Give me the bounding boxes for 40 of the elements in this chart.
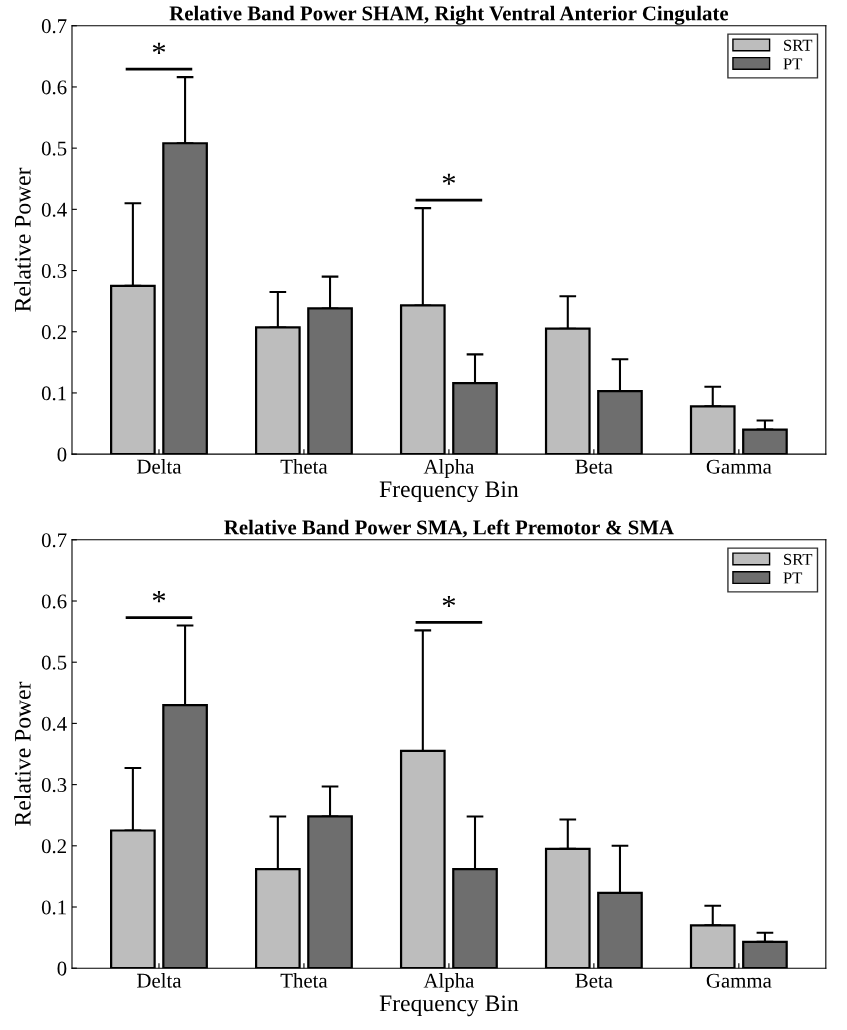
annotation: *	[442, 173, 456, 185]
x-tick-label: Delta	[137, 459, 182, 474]
chart-title: Relative Band Power SHAM, Right Ventral Anterior Cingulate	[169, 5, 729, 25]
y-tick-label: 0.3	[41, 263, 67, 279]
x-axis-title: Frequency Bin	[379, 481, 519, 503]
y-tick-label: 0.1	[41, 386, 66, 401]
x-tick-label: Alpha	[423, 459, 475, 478]
y-tick-label: 0.1	[41, 900, 66, 915]
y-tick-label: 0.5	[41, 655, 67, 670]
legend-label: PT	[783, 58, 803, 70]
y-axis-title: Relative Power	[14, 681, 31, 826]
y-tick-label: 0	[57, 447, 67, 462]
annotation: *	[442, 595, 456, 608]
x-tick-label: Gamma	[706, 459, 772, 474]
x-tick-label: Beta	[575, 459, 613, 474]
y-tick-label: 0.7	[41, 533, 67, 548]
y-tick-label: 0.5	[41, 141, 67, 156]
y-axis-title: Relative Power	[14, 167, 31, 312]
legend-label: SRT	[784, 553, 813, 565]
annotation: *	[152, 591, 166, 603]
y-tick-label: 0.4	[41, 202, 67, 217]
x-tick-label: Delta	[137, 973, 182, 988]
y-tick-label: 0.6	[41, 594, 67, 609]
x-tick-label: Alpha	[423, 973, 475, 992]
y-tick-label: 0.4	[41, 716, 67, 731]
x-tick-label: Beta	[575, 973, 613, 988]
y-tick-label: 0.3	[41, 777, 67, 793]
x-tick-label: Theta	[280, 459, 328, 474]
annotation: *	[152, 42, 166, 54]
legend-label: SRT	[784, 39, 813, 51]
x-axis-title: Frequency Bin	[379, 995, 519, 1017]
y-tick-label: 0.2	[41, 839, 66, 854]
x-tick-label: Gamma	[706, 973, 772, 988]
legend-label: PT	[783, 572, 803, 584]
y-tick-label: 0.7	[41, 19, 67, 34]
y-tick-label: 0.2	[41, 325, 66, 340]
x-tick-label: Theta	[280, 973, 328, 988]
chart-title: Relative Band Power SMA, Left Premotor & SMA	[224, 519, 674, 538]
y-tick-label: 0	[57, 961, 67, 976]
y-tick-label: 0.6	[41, 80, 67, 95]
